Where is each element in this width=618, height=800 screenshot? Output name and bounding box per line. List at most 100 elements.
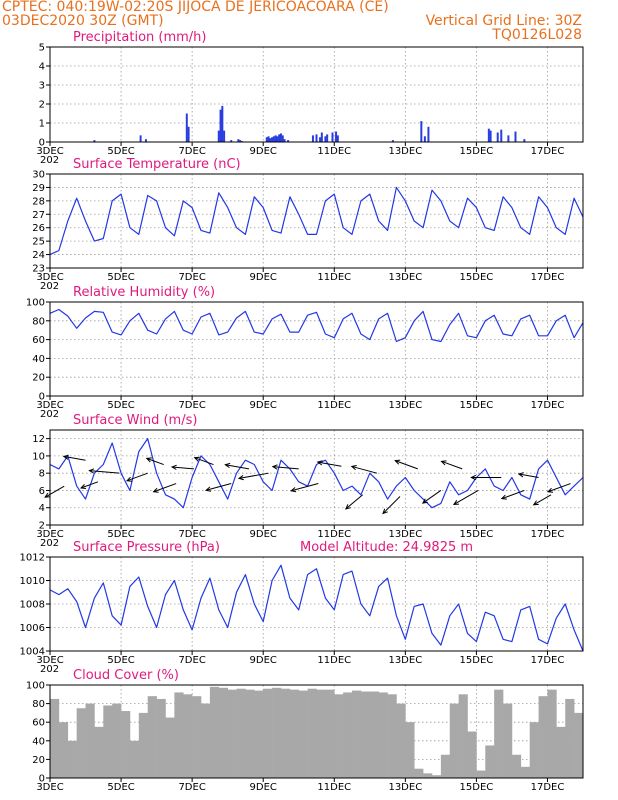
- temp-ytick-label: 25: [32, 237, 45, 248]
- cloud-xtick-label: 17DEC: [531, 782, 565, 793]
- precip-bar: [230, 140, 233, 142]
- precip-bar: [326, 134, 329, 142]
- wind-ytick-label: 8: [39, 469, 45, 480]
- precip-bar: [269, 138, 272, 142]
- wind-arrow: [63, 455, 86, 461]
- cloud-bar: [547, 689, 557, 778]
- cloud-xtick-label: 7DEC: [178, 782, 205, 793]
- wind-ytick-label: 4: [39, 503, 45, 514]
- cloud-bar: [201, 703, 211, 778]
- wind-arrow-head: [290, 487, 297, 493]
- temp-xtick-label: 15DEC: [460, 272, 494, 283]
- precip-xtick-label: 9DEC: [250, 146, 277, 157]
- precip-ytick-label: 0: [39, 138, 45, 149]
- wind-arrow-head: [193, 456, 200, 462]
- wind-arrow: [395, 460, 418, 470]
- cloud-bar: [458, 694, 468, 778]
- wind-arrow-head: [224, 462, 231, 469]
- wind-xtick-label: 9DEC: [250, 529, 277, 540]
- wind-arrow: [44, 485, 65, 498]
- cloud-bar: [378, 692, 388, 778]
- precip-bar: [324, 136, 327, 142]
- cloud-ytick-label: 0: [39, 774, 45, 785]
- wind-arrow-head: [500, 494, 507, 500]
- precip-bar: [239, 140, 242, 142]
- cloud-bar: [85, 703, 95, 778]
- temp-xtick-label: 13DEC: [388, 272, 422, 283]
- wind-xtick-label: 15DEC: [460, 529, 494, 540]
- precip-bar: [315, 134, 318, 142]
- cloud-bar: [414, 768, 424, 778]
- precip-bar: [274, 135, 277, 142]
- wind-frame: [49, 429, 584, 526]
- cloud-bar: [440, 754, 451, 778]
- rh-ytick-label: 60: [32, 335, 45, 346]
- precip-bar: [278, 134, 281, 142]
- wind-arrow-head: [452, 500, 459, 506]
- precip-xtick-label: 3DEC: [36, 146, 63, 157]
- rh-ytick-label: 40: [32, 354, 45, 365]
- cloud-bar: [236, 688, 246, 778]
- wind-ytick-label: 10: [32, 451, 45, 462]
- temp-xtick-label: 5DEC: [107, 272, 134, 283]
- cloud-xtick-label: 13DEC: [388, 782, 422, 793]
- precip-bar: [272, 136, 275, 142]
- precip-bar: [279, 133, 282, 142]
- precip-ytick-label: 1: [39, 119, 45, 130]
- wind-arrow: [501, 489, 525, 500]
- cloud-bar: [574, 712, 584, 778]
- cloud-bar: [254, 690, 264, 778]
- wind-arrow: [345, 494, 364, 510]
- header-grid-note: Vertical Grid Line: 30Z: [425, 13, 582, 29]
- cloud-bar: [511, 754, 522, 778]
- precip-ytick-label: 3: [39, 81, 45, 92]
- wind-arrow-head: [532, 500, 539, 506]
- wind-arrow-head: [316, 460, 323, 466]
- pres-ytick-label: 1004: [20, 647, 45, 658]
- pres-title: Surface Pressure (hPa): [73, 540, 220, 555]
- wind-arrow-head: [125, 476, 133, 482]
- precip-bar: [487, 128, 490, 142]
- cloud-bar: [67, 740, 77, 778]
- precip-ytick-label: 2: [39, 100, 45, 111]
- wind-arrow: [153, 483, 177, 493]
- cloud-bar: [343, 692, 353, 778]
- temp-ytick-label: 27: [32, 210, 45, 221]
- cloud-bar: [192, 696, 202, 778]
- cloud-bar: [485, 745, 495, 778]
- precip-bar: [423, 136, 426, 142]
- cloud-xtick-label: 9DEC: [250, 782, 277, 793]
- precip-xtick-label: 13DEC: [388, 146, 422, 157]
- precip-bar: [267, 136, 270, 142]
- wind-arrow-head: [344, 504, 351, 510]
- cloud-bar: [467, 731, 477, 778]
- pres-ytick-label: 1012: [20, 553, 45, 564]
- rh-ytick-label: 100: [26, 298, 45, 309]
- header-date: 03DEC2020 30Z (GMT): [2, 13, 164, 29]
- pres-xtick-label: 5DEC: [107, 655, 134, 666]
- wind-arrow-head: [44, 492, 51, 498]
- wind-xtick-label: 11DEC: [317, 529, 351, 540]
- rh-xtick-label: 9DEC: [250, 400, 277, 411]
- precip-bar: [139, 135, 142, 142]
- wind-arrow-head: [170, 464, 177, 470]
- cloud-bar: [503, 703, 513, 778]
- cloud-bar: [565, 698, 575, 778]
- precip-bar: [237, 139, 240, 142]
- pres-year-fragment: 202: [40, 664, 59, 675]
- temp-ytick-label: 24: [32, 250, 45, 261]
- temp-xtick-label: 11DEC: [317, 272, 351, 283]
- precip-bar: [187, 126, 190, 142]
- cloud-bar: [520, 766, 530, 778]
- wind-arrow-head: [470, 474, 476, 481]
- cloud-bar: [112, 703, 122, 778]
- cloud-bar: [121, 711, 131, 778]
- wind-arrow: [205, 483, 232, 491]
- wind-arrow: [518, 473, 539, 478]
- precip-bar: [219, 109, 222, 142]
- cloud-bar: [76, 708, 86, 778]
- cloud-bar: [396, 703, 406, 778]
- wind-arrow: [146, 457, 164, 466]
- wind-arrow: [422, 490, 442, 504]
